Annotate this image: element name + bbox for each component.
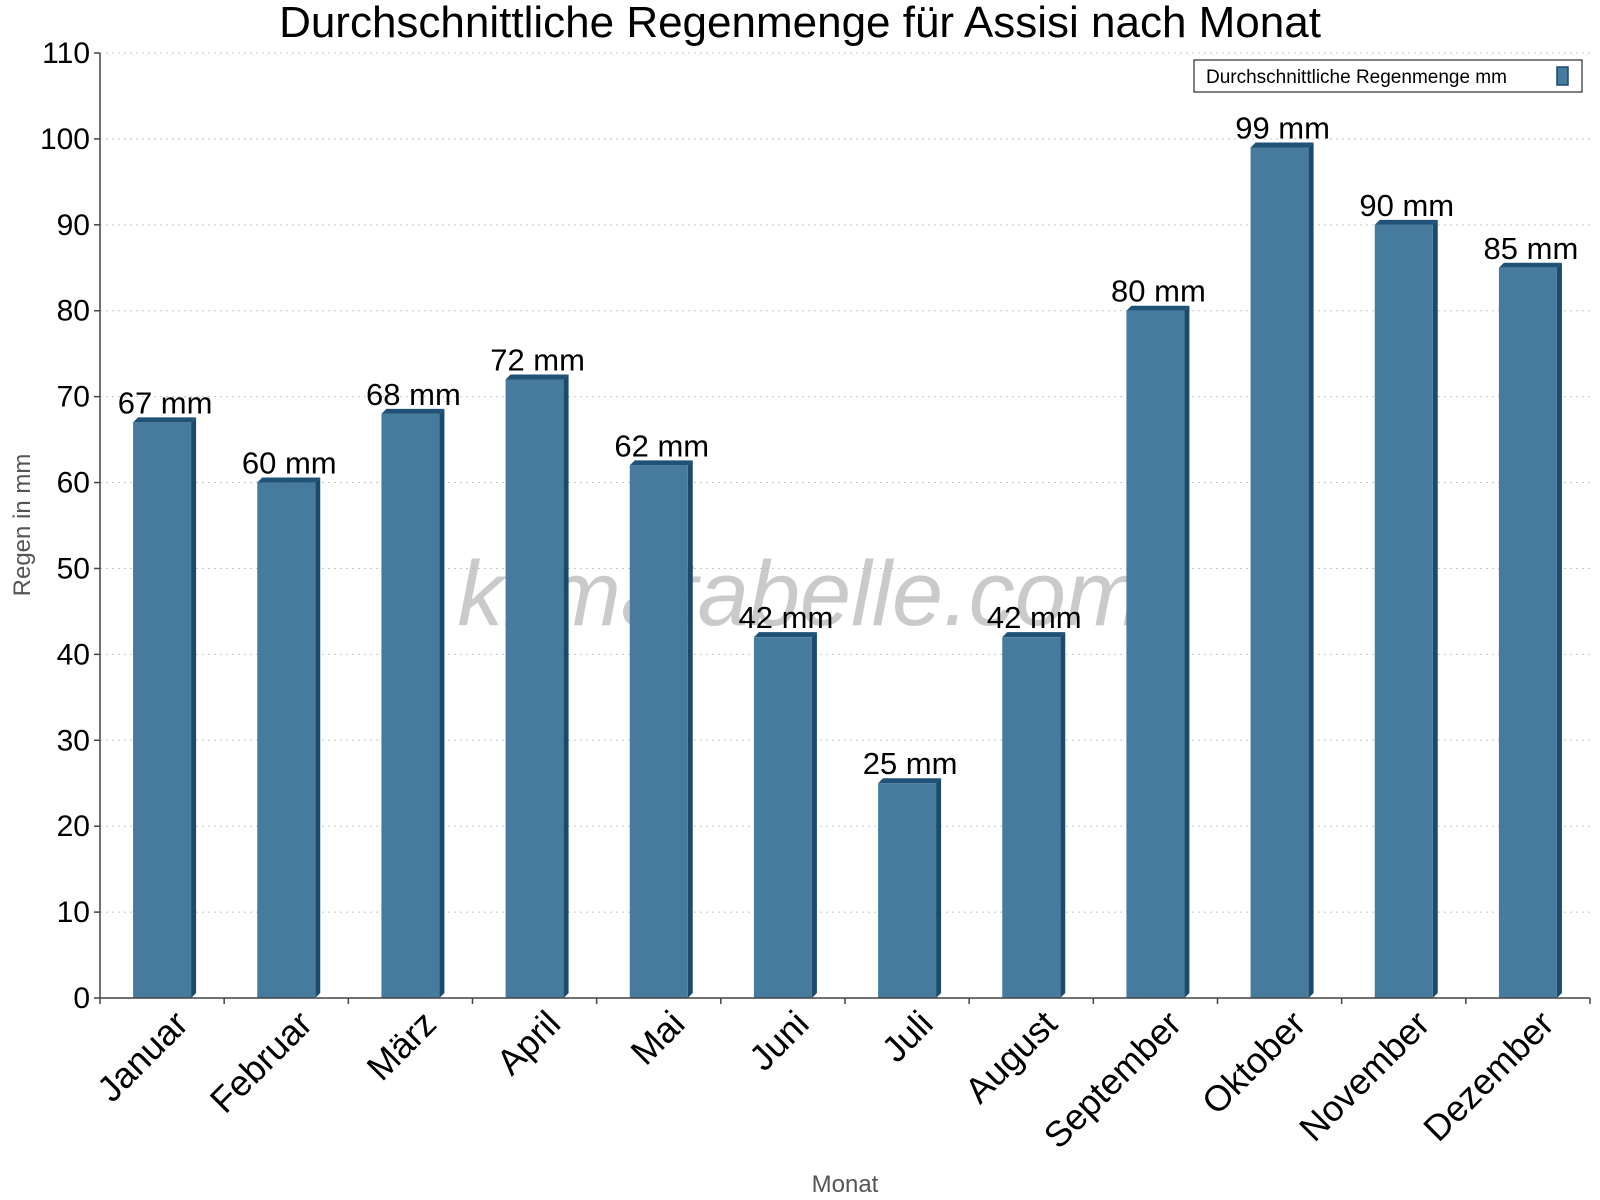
bar bbox=[1250, 142, 1314, 998]
bar-front bbox=[1126, 310, 1185, 998]
x-tick-label: Oktober bbox=[1194, 1003, 1314, 1123]
data-label: 72 mm bbox=[490, 342, 585, 377]
bar-front bbox=[1498, 267, 1557, 999]
x-tick-label: Juli bbox=[874, 1003, 941, 1070]
x-tick-label: Dezember bbox=[1415, 1003, 1561, 1149]
y-tick-label: 50 bbox=[57, 552, 90, 585]
x-tick-label: Juni bbox=[741, 1003, 817, 1079]
bar bbox=[1126, 305, 1190, 998]
y-tick-labels: 0 10 20 30 40 50 60 70 80 90 100 110 bbox=[40, 37, 90, 1015]
y-tick-label: 110 bbox=[42, 37, 90, 70]
bar bbox=[1374, 219, 1438, 998]
data-label: 25 mm bbox=[863, 746, 958, 781]
y-tick-label: 20 bbox=[57, 810, 90, 843]
y-tick-label: 100 bbox=[40, 123, 90, 156]
bar-top bbox=[1374, 219, 1438, 225]
x-tick-label: Mai bbox=[622, 1003, 692, 1073]
bar-front bbox=[878, 783, 937, 998]
x-axis-label: Monat bbox=[812, 1171, 879, 1198]
y-tick-label: 30 bbox=[57, 724, 90, 757]
x-tick-label: April bbox=[488, 1003, 568, 1083]
data-label: 67 mm bbox=[118, 385, 213, 420]
bar-front bbox=[1250, 147, 1309, 998]
watermark-text: klimatabelle.com bbox=[457, 543, 1142, 645]
y-tick-label: 60 bbox=[57, 467, 90, 500]
bar-side bbox=[1432, 219, 1438, 998]
data-label: 90 mm bbox=[1359, 188, 1454, 223]
legend-swatch bbox=[1556, 66, 1569, 86]
bar-front bbox=[381, 413, 440, 998]
bar-top bbox=[753, 632, 817, 638]
bars bbox=[133, 142, 1562, 999]
data-label: 80 mm bbox=[1111, 274, 1206, 309]
data-label: 68 mm bbox=[366, 377, 461, 412]
data-label: 99 mm bbox=[1235, 111, 1330, 146]
legend-label: Durchschnittliche Regenmenge mm bbox=[1206, 67, 1507, 88]
bar-top bbox=[1498, 262, 1562, 268]
x-tick-label: Januar bbox=[89, 1003, 196, 1110]
bar-top bbox=[381, 408, 445, 414]
bar bbox=[1002, 632, 1066, 998]
bar bbox=[257, 477, 321, 999]
bar-side bbox=[1308, 142, 1314, 998]
bar bbox=[629, 460, 693, 998]
y-tick-label: 10 bbox=[57, 896, 90, 929]
bar-top bbox=[257, 477, 321, 483]
x-tick-labels: Januar Februar März April Mai Juni Juli AugustS… bbox=[89, 1003, 1562, 1157]
data-label: 62 mm bbox=[614, 428, 709, 463]
y-tick-label: 40 bbox=[57, 638, 90, 671]
x-tick-label: Februar bbox=[202, 1003, 320, 1121]
bar-front bbox=[1002, 637, 1061, 998]
axes bbox=[94, 52, 1591, 1004]
bar bbox=[133, 417, 197, 999]
bar-side bbox=[439, 408, 445, 998]
bar-top bbox=[505, 374, 569, 380]
bar-front bbox=[133, 422, 192, 999]
x-tick-label: November bbox=[1291, 1003, 1437, 1149]
data-label: 60 mm bbox=[242, 446, 337, 481]
bar-top bbox=[878, 778, 942, 784]
gridlines bbox=[100, 52, 1590, 913]
chart-title: Durchschnittliche Regenmenge für Assisi … bbox=[279, 0, 1321, 47]
y-tick-label: 80 bbox=[57, 295, 90, 328]
y-tick-label: 0 bbox=[73, 982, 90, 1015]
legend-box bbox=[1193, 59, 1583, 93]
bar-top bbox=[133, 417, 197, 423]
bar-side bbox=[315, 477, 321, 999]
legend: Durchschnittliche Regenmenge mm bbox=[1193, 59, 1583, 93]
y-tick-label: 90 bbox=[57, 209, 90, 242]
bar bbox=[505, 374, 569, 998]
bar-side bbox=[563, 374, 569, 998]
bar-top bbox=[1126, 305, 1190, 311]
bar-top bbox=[629, 460, 693, 466]
bar-side bbox=[811, 632, 817, 998]
bar-front bbox=[629, 465, 688, 998]
bar bbox=[878, 778, 942, 998]
bar bbox=[1498, 262, 1562, 999]
data-label: 85 mm bbox=[1484, 231, 1579, 266]
data-label: 42 mm bbox=[739, 600, 834, 635]
data-labels: 67 mm 60 mm 68 mm 72 mm 62 mm 42 mm 25 mm 42 mm… bbox=[118, 111, 1579, 782]
bar-side bbox=[1556, 262, 1562, 999]
bar-front bbox=[1374, 224, 1433, 998]
data-label: 42 mm bbox=[987, 600, 1082, 635]
bar bbox=[753, 632, 817, 998]
bar-front bbox=[257, 482, 316, 999]
bar-side bbox=[936, 778, 942, 998]
bar-front bbox=[505, 379, 564, 998]
bar-top bbox=[1250, 142, 1314, 148]
bar-side bbox=[191, 417, 197, 999]
bar bbox=[381, 408, 445, 998]
x-tick-label: August bbox=[957, 1003, 1065, 1111]
bar-side bbox=[1184, 305, 1190, 998]
x-tick-label: März bbox=[359, 1003, 445, 1089]
y-tick-label: 70 bbox=[57, 381, 90, 414]
bar-front bbox=[753, 637, 812, 998]
y-axis-label: Regen in mm bbox=[9, 454, 36, 597]
bar-side bbox=[1060, 632, 1066, 998]
bar-side bbox=[687, 460, 693, 998]
bar-top bbox=[1002, 632, 1066, 638]
